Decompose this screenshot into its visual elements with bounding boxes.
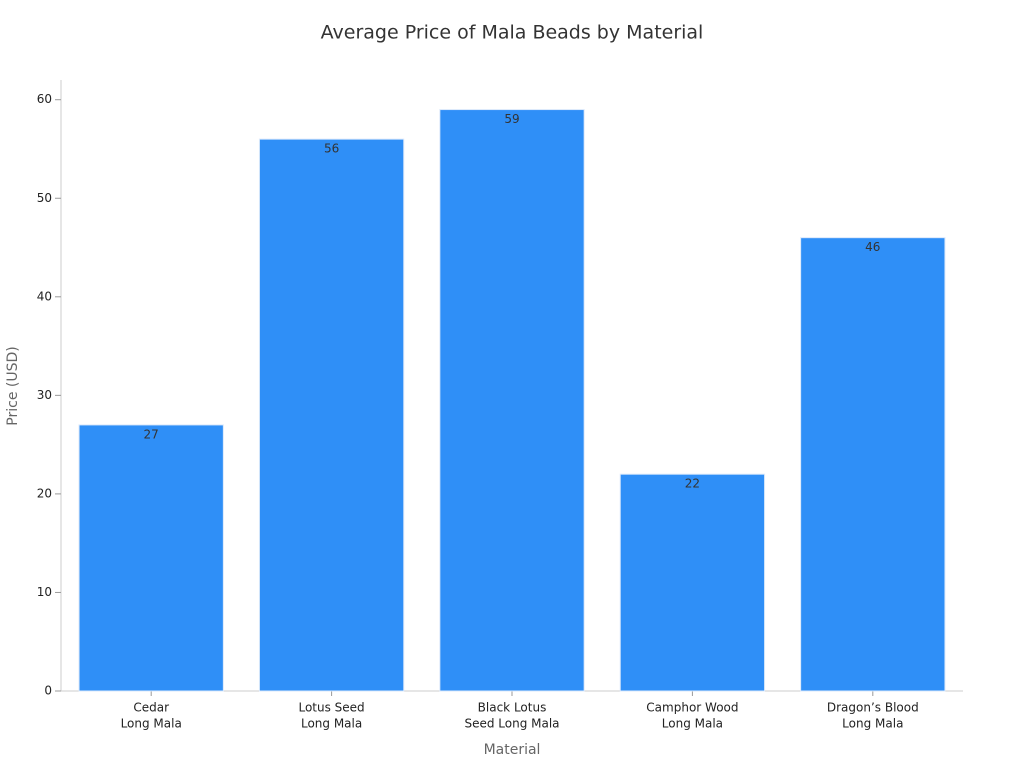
y-tick-label: 10 xyxy=(37,585,52,599)
x-tick-label: Lotus Seed xyxy=(298,701,364,715)
value-label: 46 xyxy=(865,240,880,254)
x-tick-label: Seed Long Mala xyxy=(464,717,559,731)
value-label: 22 xyxy=(685,477,700,491)
value-label: 27 xyxy=(144,427,159,441)
y-tick-label: 60 xyxy=(37,92,52,106)
y-tick-label: 0 xyxy=(44,684,52,698)
y-tick-label: 30 xyxy=(37,388,52,402)
x-tick-label: Dragon’s Blood xyxy=(827,701,919,715)
y-axis-title: Price (USD) xyxy=(5,346,21,425)
bar xyxy=(619,473,766,692)
x-tick-label: Camphor Wood xyxy=(646,701,738,715)
x-tick-label: Cedar xyxy=(133,701,169,715)
bar xyxy=(258,138,405,692)
x-tick-label: Long Mala xyxy=(662,717,723,731)
y-tick-label: 20 xyxy=(37,486,52,500)
y-tick-label: 50 xyxy=(37,191,52,205)
value-label: 59 xyxy=(504,112,519,126)
bar xyxy=(78,424,224,692)
x-axis-title: Material xyxy=(484,742,541,758)
bar xyxy=(439,109,585,692)
value-label: 56 xyxy=(324,142,339,156)
x-tick-label: Long Mala xyxy=(301,717,362,731)
x-tick-label: Long Mala xyxy=(121,717,182,731)
x-tick-label: Black Lotus xyxy=(478,701,547,715)
x-tick-label: Long Mala xyxy=(842,717,903,731)
chart-title: Average Price of Mala Beads by Material xyxy=(321,22,704,44)
y-tick-label: 40 xyxy=(37,289,52,303)
bar xyxy=(800,237,946,692)
